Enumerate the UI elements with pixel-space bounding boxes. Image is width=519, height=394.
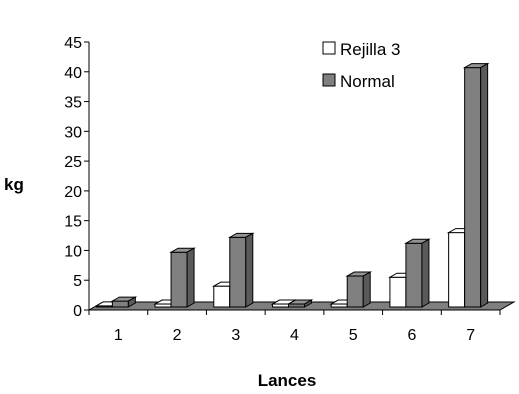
legend-label: Normal [340, 72, 395, 91]
legend-item: Rejilla 3 [322, 40, 400, 59]
y-tick-label: 25 [64, 154, 82, 171]
bar [404, 238, 431, 308]
bar [169, 247, 196, 308]
y-tick-label: 5 [73, 273, 82, 290]
y-tick-label: 40 [64, 65, 82, 82]
bar [110, 296, 138, 308]
y-tick-label: 20 [64, 184, 82, 201]
x-tick-label: 4 [290, 327, 299, 344]
y-tick-label: 15 [64, 214, 82, 231]
bar [286, 299, 314, 308]
bar-side [362, 271, 371, 308]
bar [227, 232, 255, 308]
bar-side [480, 62, 489, 308]
legend-swatch [322, 41, 336, 55]
y-tick-label: 30 [64, 124, 82, 141]
x-tick-label: 6 [407, 327, 416, 344]
y-tick-label: 0 [73, 303, 82, 320]
legend-swatch [322, 73, 336, 87]
y-tick-label: 35 [64, 95, 82, 112]
bar-front [229, 236, 247, 308]
x-tick-label: 7 [466, 327, 475, 344]
y-tick-label: 45 [64, 35, 82, 52]
bar-front [405, 242, 423, 308]
bar [345, 271, 373, 308]
bar-front [346, 275, 364, 308]
x-axis-title: Lances [258, 371, 317, 390]
legend-label: Rejilla 3 [340, 40, 400, 59]
bar-front [464, 67, 482, 308]
x-tick-label: 2 [173, 327, 182, 344]
bar [462, 62, 490, 308]
legend-item: Normal [322, 72, 395, 91]
bar-front [170, 251, 188, 308]
bar-front [448, 232, 466, 308]
y-axis-title: kg [4, 175, 24, 194]
y-tick-label: 10 [64, 243, 82, 260]
bar-side [127, 296, 136, 308]
bar-side [186, 247, 195, 308]
x-tick-label: 1 [114, 327, 123, 344]
bar-front [389, 276, 407, 308]
bar-front [213, 285, 231, 308]
x-tick-label: 3 [231, 327, 240, 344]
bar-side [304, 299, 312, 308]
bar-side [245, 232, 254, 308]
x-tick-label: 5 [349, 327, 358, 344]
bar-front [111, 300, 129, 308]
bar-side [421, 238, 430, 308]
